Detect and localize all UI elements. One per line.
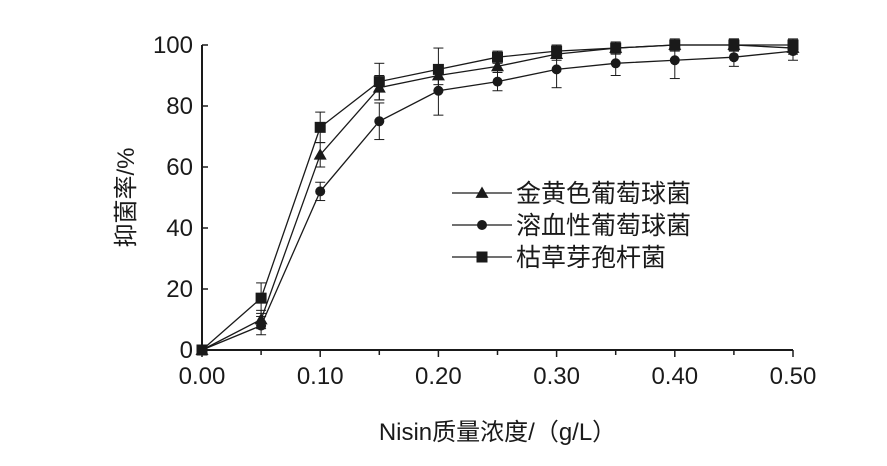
y-tick-label: 100: [153, 32, 193, 59]
legend-item-1: 金黄色葡萄球菌: [452, 180, 691, 208]
data-point: [669, 39, 681, 51]
legend-label: 枯草芽孢杆菌: [516, 244, 666, 272]
data-point: [196, 344, 208, 356]
data-point: [787, 39, 799, 51]
legend-label: 溶血性葡萄球菌: [516, 212, 691, 240]
x-tick-label: 0.40: [651, 363, 698, 390]
y-tick-label: 0: [180, 337, 193, 364]
legend-item-3: 枯草芽孢杆菌: [452, 244, 666, 272]
series-3: [196, 38, 799, 356]
x-tick-label: 0.50: [770, 363, 817, 390]
x-axis-ticks: 0.00 0.10 0.20 0.30 0.40 0.50: [179, 350, 817, 390]
y-tick-label: 80: [166, 93, 193, 120]
data-point: [492, 51, 503, 63]
y-tick-label: 60: [166, 154, 193, 181]
data-point: [728, 39, 740, 51]
data-point: [669, 55, 680, 66]
legend-label: 金黄色葡萄球菌: [516, 180, 691, 208]
data-point: [551, 64, 562, 75]
data-point: [314, 121, 326, 133]
series-line: [201, 50, 794, 351]
data-point: [610, 42, 622, 54]
data-point: [491, 59, 504, 72]
data-point: [551, 45, 563, 57]
y-axis-title: 抑菌率/%: [113, 147, 140, 247]
data-point: [313, 148, 327, 160]
legend-item-2: 溶血性葡萄球菌: [452, 212, 691, 240]
legend-marker: [477, 220, 487, 230]
data-point: [373, 76, 385, 88]
x-tick-label: 0.30: [533, 363, 580, 390]
data-point: [432, 63, 444, 75]
x-tick-label: 0.00: [179, 363, 226, 390]
x-tick-label: 0.10: [297, 363, 344, 390]
data-point: [315, 186, 326, 197]
data-point: [492, 76, 503, 87]
legend-marker: [475, 186, 489, 198]
data-point: [256, 320, 267, 331]
y-axis-ticks: 0 20 40 60 80 100: [153, 32, 208, 364]
series-2: [197, 41, 798, 355]
data-point: [255, 292, 267, 304]
data-point: [610, 58, 621, 69]
x-tick-label: 0.20: [415, 363, 462, 390]
series-layer: [195, 38, 800, 356]
data-point: [374, 116, 385, 127]
y-tick-label: 20: [166, 276, 193, 303]
y-tick-label: 40: [166, 215, 193, 242]
data-point: [728, 52, 739, 63]
x-axis-title: Nisin质量浓度/（g/L）: [379, 419, 616, 446]
legend-marker: [476, 251, 488, 263]
